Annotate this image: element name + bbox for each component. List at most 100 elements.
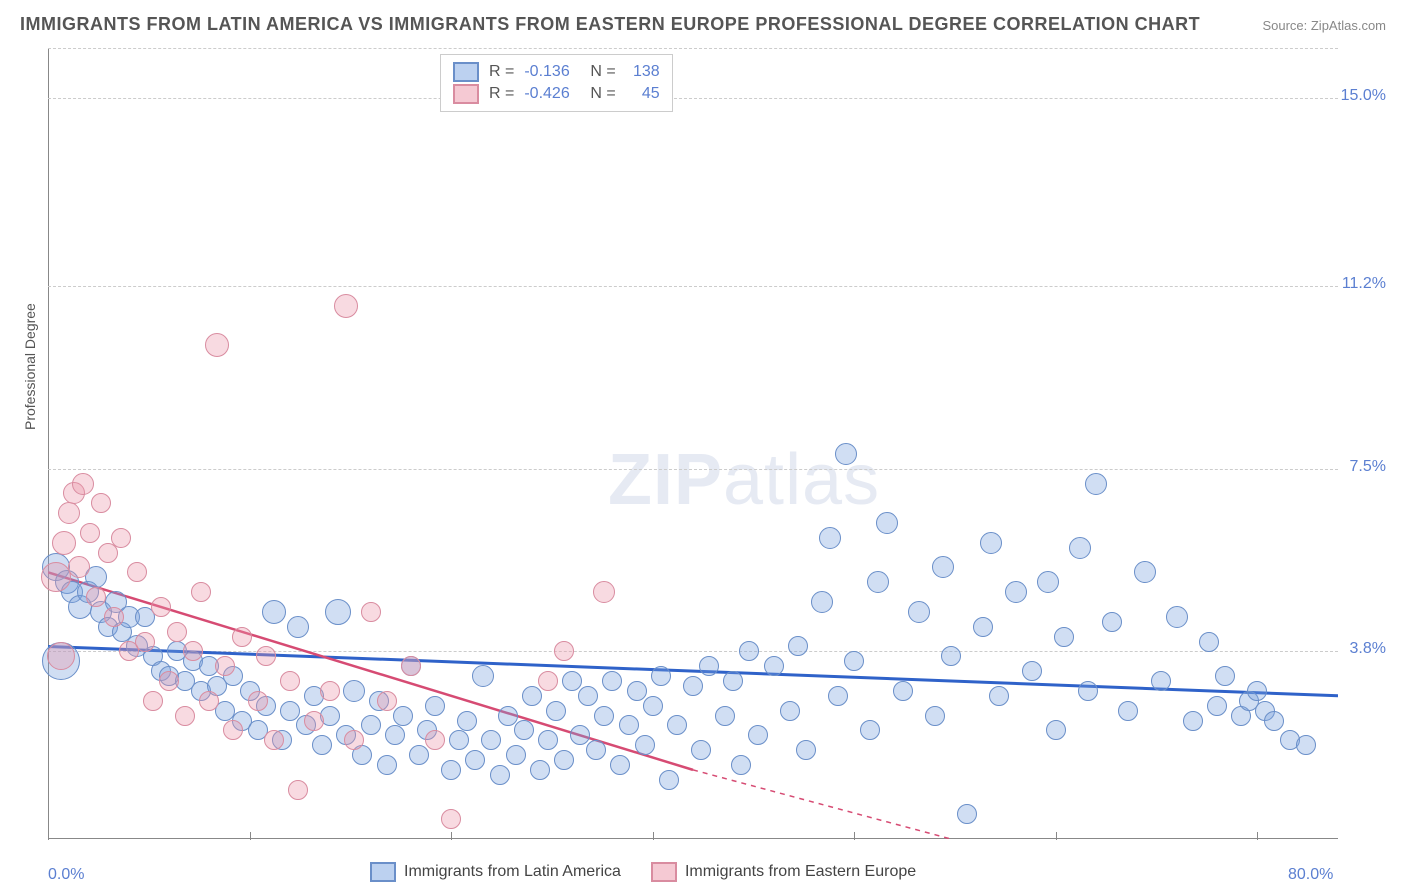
data-point bbox=[1037, 571, 1059, 593]
legend-r-value: -0.426 bbox=[524, 83, 580, 105]
data-point bbox=[554, 641, 574, 661]
y-tick-label: 11.2% bbox=[1342, 275, 1386, 293]
data-point bbox=[522, 686, 542, 706]
legend-n-label: N = bbox=[590, 83, 615, 105]
data-point bbox=[1022, 661, 1042, 681]
y-tick-label: 7.5% bbox=[1350, 458, 1386, 476]
legend-swatch bbox=[453, 84, 479, 104]
correlation-legend: R =-0.136N =138R =-0.426N =45 bbox=[440, 54, 673, 112]
data-point bbox=[699, 656, 719, 676]
data-point bbox=[199, 691, 219, 711]
data-point bbox=[867, 571, 889, 593]
data-point bbox=[627, 681, 647, 701]
data-point bbox=[312, 735, 332, 755]
data-point bbox=[449, 730, 469, 750]
data-point bbox=[610, 755, 630, 775]
data-point bbox=[248, 691, 268, 711]
data-point bbox=[876, 512, 898, 534]
data-point bbox=[401, 656, 421, 676]
data-point bbox=[1151, 671, 1171, 691]
legend-row: R =-0.426N =45 bbox=[453, 83, 660, 105]
data-point bbox=[441, 809, 461, 829]
data-point bbox=[361, 602, 381, 622]
data-point bbox=[989, 686, 1009, 706]
data-point bbox=[506, 745, 526, 765]
data-point bbox=[973, 617, 993, 637]
data-point bbox=[659, 770, 679, 790]
data-point bbox=[586, 740, 606, 760]
data-point bbox=[1046, 720, 1066, 740]
data-point bbox=[593, 581, 615, 603]
data-point bbox=[788, 636, 808, 656]
data-point bbox=[288, 780, 308, 800]
data-point bbox=[111, 528, 131, 548]
data-point bbox=[135, 632, 155, 652]
data-point bbox=[47, 642, 75, 670]
legend-label: Immigrants from Latin America bbox=[404, 863, 621, 881]
data-point bbox=[457, 711, 477, 731]
data-point bbox=[1183, 711, 1203, 731]
data-point bbox=[183, 641, 203, 661]
data-point bbox=[941, 646, 961, 666]
data-point bbox=[764, 656, 784, 676]
data-point bbox=[1215, 666, 1235, 686]
data-point bbox=[472, 665, 494, 687]
data-point bbox=[1102, 612, 1122, 632]
data-point bbox=[811, 591, 833, 613]
data-point bbox=[191, 582, 211, 602]
data-point bbox=[377, 691, 397, 711]
data-point bbox=[343, 680, 365, 702]
data-point bbox=[490, 765, 510, 785]
data-point bbox=[425, 696, 445, 716]
data-point bbox=[151, 597, 171, 617]
data-point bbox=[828, 686, 848, 706]
series-legend: Immigrants from Latin America Immigrants … bbox=[370, 862, 916, 882]
legend-item: Immigrants from Latin America bbox=[370, 862, 621, 882]
x-tick bbox=[653, 832, 654, 840]
legend-label: Immigrants from Eastern Europe bbox=[685, 863, 916, 881]
data-point bbox=[1247, 681, 1267, 701]
data-point bbox=[570, 725, 590, 745]
data-point bbox=[602, 671, 622, 691]
data-point bbox=[205, 333, 229, 357]
data-point bbox=[1085, 473, 1107, 495]
x-tick-label: 0.0% bbox=[48, 866, 84, 884]
data-point bbox=[546, 701, 566, 721]
data-point bbox=[538, 730, 558, 750]
data-point bbox=[683, 676, 703, 696]
data-point bbox=[143, 691, 163, 711]
legend-n-value: 138 bbox=[626, 61, 660, 83]
data-point bbox=[667, 715, 687, 735]
data-point bbox=[256, 646, 276, 666]
x-tick bbox=[250, 832, 251, 840]
data-point bbox=[1296, 735, 1316, 755]
data-point bbox=[578, 686, 598, 706]
grid-line bbox=[48, 98, 1338, 99]
data-point bbox=[1207, 696, 1227, 716]
data-point bbox=[1005, 581, 1027, 603]
data-point bbox=[41, 562, 71, 592]
data-point bbox=[334, 294, 358, 318]
x-tick bbox=[854, 832, 855, 840]
data-point bbox=[425, 730, 445, 750]
data-point bbox=[344, 730, 364, 750]
data-point bbox=[159, 671, 179, 691]
legend-r-label: R = bbox=[489, 83, 514, 105]
data-point bbox=[860, 720, 880, 740]
chart-title: IMMIGRANTS FROM LATIN AMERICA VS IMMIGRA… bbox=[20, 14, 1200, 35]
data-point bbox=[844, 651, 864, 671]
data-point bbox=[58, 502, 80, 524]
data-point bbox=[325, 599, 351, 625]
data-point bbox=[619, 715, 639, 735]
x-tick bbox=[1056, 832, 1057, 840]
legend-swatch bbox=[453, 62, 479, 82]
data-point bbox=[104, 607, 124, 627]
data-point bbox=[1078, 681, 1098, 701]
data-point bbox=[780, 701, 800, 721]
data-point bbox=[385, 725, 405, 745]
data-point bbox=[908, 601, 930, 623]
data-point bbox=[980, 532, 1002, 554]
data-point bbox=[320, 681, 340, 701]
data-point bbox=[393, 706, 413, 726]
data-point bbox=[819, 527, 841, 549]
